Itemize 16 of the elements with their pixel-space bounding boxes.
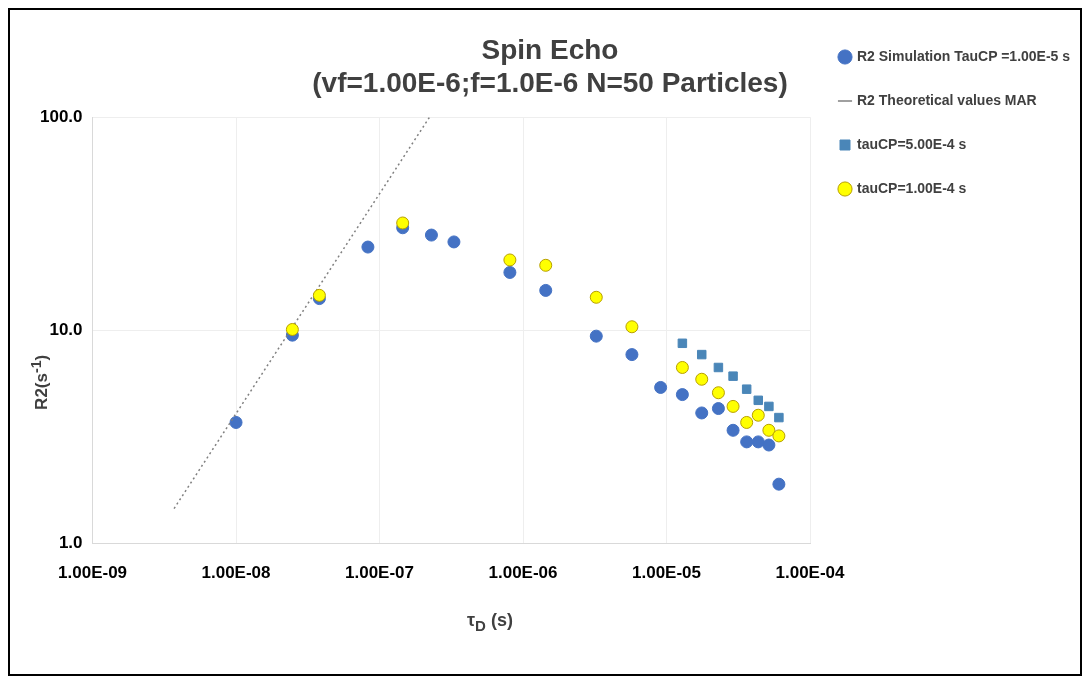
- legend-label: R2 Simulation TauCP =1.00E-5 s: [857, 47, 1071, 64]
- x-tick-label: 1.00E-09: [58, 563, 128, 583]
- x-tick-label: 1.00E-04: [775, 563, 846, 583]
- legend-label: tauCP=5.00E-4 s: [857, 135, 967, 152]
- x-tick-label: 1.00E-06: [488, 563, 558, 583]
- y-tick-label: 1.0: [58, 533, 83, 553]
- y-tick-label: 100.0: [39, 106, 83, 126]
- x-axis-title: τ$_{D}$ (s): [466, 610, 514, 634]
- x-tick-label: 1.00E-07: [345, 563, 415, 583]
- x-tick-label: 1.00E-05: [632, 563, 702, 583]
- x-tick-label: 1.00E-08: [201, 563, 271, 583]
- chart-title: Spin Echo: [481, 33, 619, 65]
- legend-label: tauCP=1.00E-4 s: [857, 179, 967, 196]
- legend-label: R2 Theoretical values MAR: [857, 91, 1037, 108]
- y-tick-label: 10.0: [49, 320, 83, 340]
- chart-subtitle: (vf=1.00E-6;f=1.0E-6 N=50 Particles): [312, 67, 788, 99]
